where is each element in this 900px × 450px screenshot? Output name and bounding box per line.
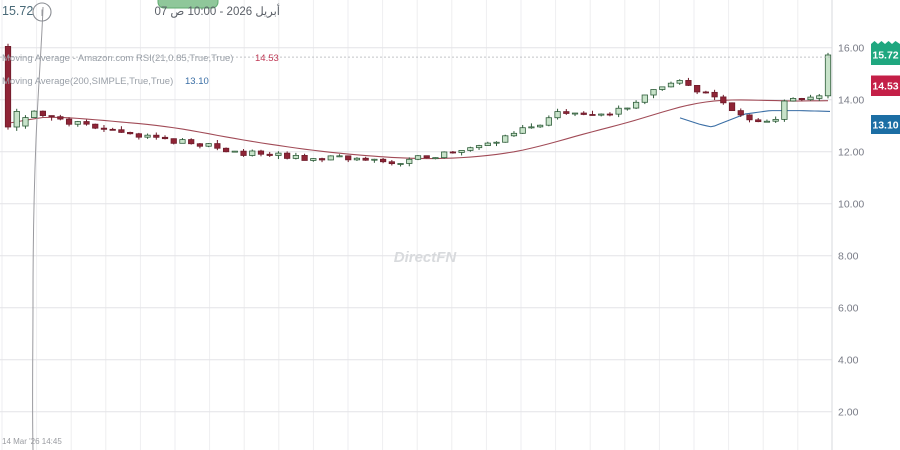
svg-text:2.00: 2.00 (838, 407, 859, 419)
svg-text:10.00: 10.00 (838, 199, 864, 211)
svg-text:15.72: 15.72 (872, 50, 898, 62)
svg-text:12.00: 12.00 (838, 147, 864, 159)
svg-text:16.00: 16.00 (838, 43, 864, 55)
svg-text:14.00: 14.00 (838, 95, 864, 107)
svg-text:أبريل 2026 - 10:00 ص 07: أبريل 2026 - 10:00 ص 07 (154, 3, 280, 18)
svg-text:14.53: 14.53 (872, 81, 898, 93)
svg-text:13.10: 13.10 (185, 76, 209, 87)
svg-text:I: I (41, 8, 44, 18)
svg-text:14 Mar '26 14:45: 14 Mar '26 14:45 (2, 437, 62, 446)
svg-text:4.00: 4.00 (838, 355, 859, 367)
svg-text:8.00: 8.00 (838, 251, 859, 263)
svg-text:15.72: 15.72 (2, 4, 33, 18)
svg-text:13.10: 13.10 (872, 120, 898, 132)
svg-text:Moving Average(200,SIMPLE,True: Moving Average(200,SIMPLE,True,True) (2, 76, 173, 87)
svg-text:DirectFN: DirectFN (394, 249, 458, 266)
svg-text:14.53: 14.53 (255, 53, 279, 64)
svg-text:6.00: 6.00 (838, 303, 859, 315)
svg-text:Moving Average - Amazon.com RS: Moving Average - Amazon.com RSI(21,0.85,… (2, 53, 233, 64)
